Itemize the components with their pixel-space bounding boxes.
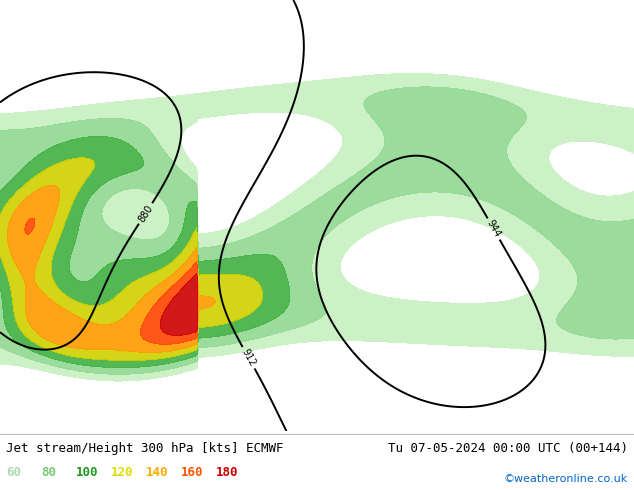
Text: 944: 944 (485, 219, 503, 240)
Text: ©weatheronline.co.uk: ©weatheronline.co.uk (503, 474, 628, 484)
Text: 912: 912 (240, 347, 257, 368)
Text: Jet stream/Height 300 hPa [kts] ECMWF: Jet stream/Height 300 hPa [kts] ECMWF (6, 442, 284, 455)
Text: 160: 160 (181, 466, 203, 479)
Text: 880: 880 (136, 203, 155, 224)
Text: Tu 07-05-2024 00:00 UTC (00+144): Tu 07-05-2024 00:00 UTC (00+144) (387, 442, 628, 455)
Text: 140: 140 (146, 466, 168, 479)
Text: 180: 180 (216, 466, 238, 479)
Text: 60: 60 (6, 466, 22, 479)
Text: 120: 120 (111, 466, 133, 479)
Text: 100: 100 (76, 466, 98, 479)
Text: 80: 80 (41, 466, 56, 479)
